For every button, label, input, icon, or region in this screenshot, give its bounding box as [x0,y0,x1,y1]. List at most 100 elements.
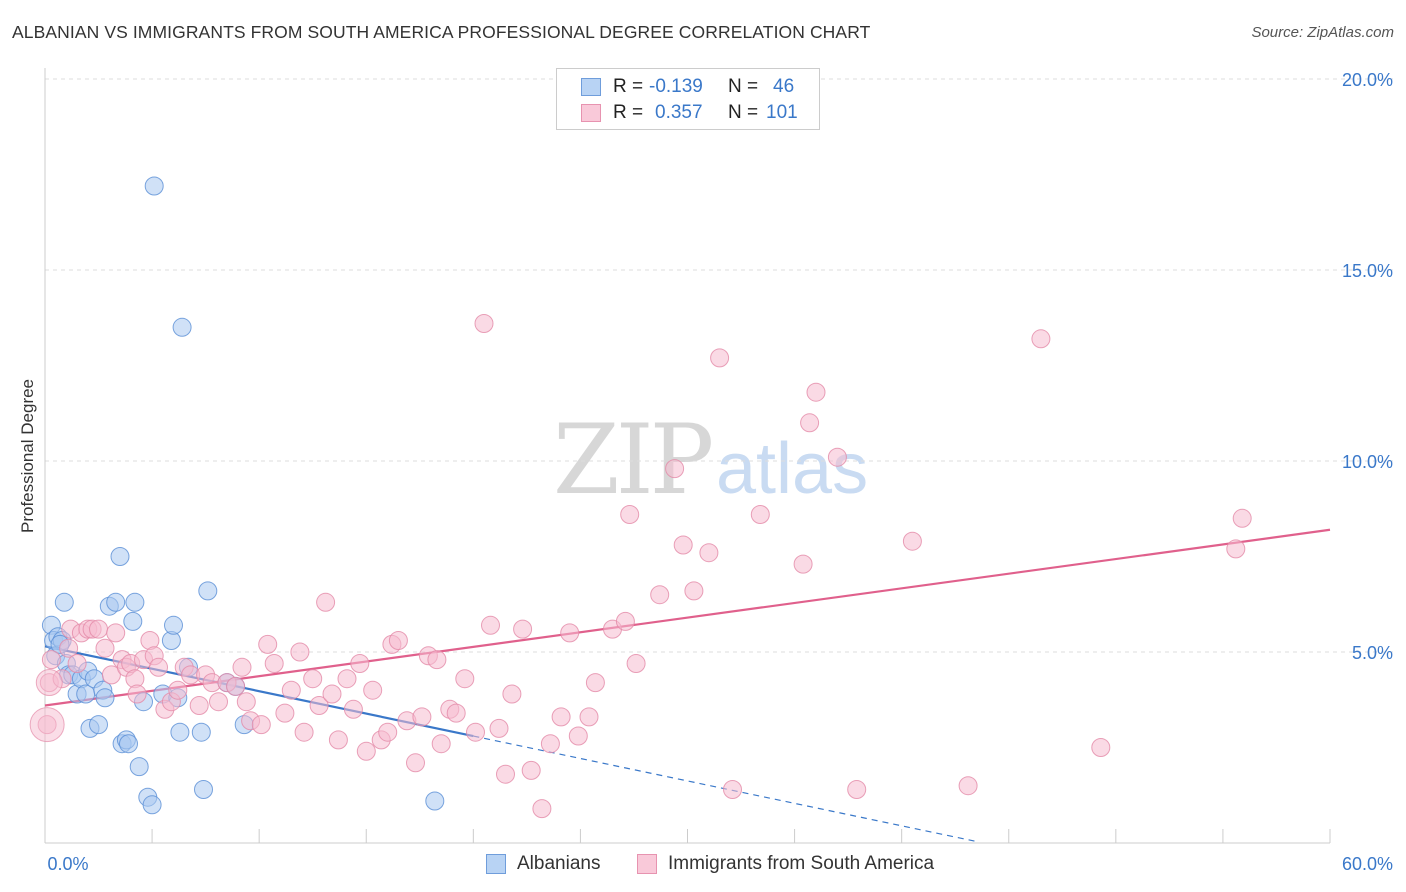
immigrant-point [568,726,588,746]
albanian-point [125,592,145,612]
immigrant-point [1232,508,1252,528]
albanian-point [170,722,190,742]
immigrant-point [101,665,121,685]
immigrant-point [902,531,922,551]
albanian-point [194,780,213,799]
immigrant-point [579,707,599,727]
y-tick-label: 15.0% [1342,261,1393,281]
immigrant-point [316,592,336,612]
n-label: N = [728,76,759,97]
immigrant-point [67,654,87,673]
albanian-point [123,611,143,631]
r-value: -0.139 [649,76,703,97]
source-label: Source: ZipAtlas.com [1251,24,1394,41]
immigrant-point [847,780,867,799]
immigrant-point [615,611,635,631]
watermark-zip: ZIP [553,404,714,516]
legend-label-albanians: Albanians [517,853,601,874]
immigrant-point [532,799,552,819]
immigrant-point [710,348,730,368]
albanian-point [119,734,138,754]
immigrant-point [489,718,509,738]
immigrant-point [290,642,310,662]
albanian-point [106,592,126,612]
immigrant-point [806,382,826,402]
immigrant-point-cluster [29,707,65,743]
legend-label-immigrants: Immigrants from South America [668,853,935,874]
immigrant-point [149,657,168,677]
albanian-point [95,688,115,708]
tick-labels: 5.0% 10.0% 15.0% 20.0% 0.0% 60.0% [47,70,1393,874]
albanian-point [191,722,211,742]
chart-title: ALBANIAN VS IMMIGRANTS FROM SOUTH AMERIC… [12,22,871,42]
immigrant-point [337,669,357,689]
immigrant-point [521,760,541,780]
immigrant-point [412,707,432,727]
r-label: R = [613,102,644,123]
immigrant-point [1091,738,1111,757]
r-value: 0.357 [655,102,703,123]
immigrant-point [496,764,515,784]
immigrant-point [958,776,978,796]
immigrant-point [793,554,813,574]
y-tick-label: 20.0% [1342,70,1393,90]
immigrant-point [446,703,466,723]
immigrant-point [560,623,580,643]
x-tick-label: 60.0% [1342,854,1393,874]
x-tick-label: 0.0% [47,854,88,874]
legend-swatch-albanians [581,78,601,96]
immigrant-point [350,654,370,673]
series-legend: Albanians Immigrants from South America [0,853,1406,877]
legend-swatch-immigrants [637,854,657,874]
albanian-point [110,547,130,566]
immigrant-point [650,585,670,605]
immigrant-point [309,696,329,715]
immigrant-point [684,581,704,601]
n-label: N = [728,102,759,123]
legend-swatch-immigrants [581,104,601,122]
immigrant-point-cluster [35,669,63,697]
immigrant-point [356,741,376,761]
immigrant-point [378,722,398,742]
albanian-point [198,581,218,601]
immigrant-point [723,780,742,799]
n-value: 46 [773,76,795,97]
albanian-point [142,795,162,815]
immigrant-point [281,680,301,700]
albanian-point [425,791,445,811]
immigrant-point [406,753,425,773]
immigrant-point [232,657,252,677]
immigrant-point [513,619,533,639]
data-points [29,176,1252,819]
immigrant-point [827,447,847,467]
immigrant-point [388,631,408,650]
immigrant-point [322,684,342,704]
immigrant-point [294,722,314,742]
immigrant-point [41,650,61,670]
y-tick-label: 5.0% [1352,643,1393,663]
immigrant-point [540,734,560,754]
immigrant-point [800,413,820,433]
immigrant-point [168,680,188,700]
albanian-point [89,715,108,735]
immigrant-point [427,650,447,670]
albanian-point [144,176,164,196]
immigrant-point [750,505,770,524]
y-tick-label: 10.0% [1342,452,1393,472]
immigrant-point [363,680,383,700]
immigrant-point [673,535,693,555]
legend-swatch-albanians [486,854,506,874]
correlation-legend: R = -0.139 N = 46 R = 0.357 N = 101 [556,68,820,130]
immigrant-point [89,619,108,639]
albanian-point [172,317,192,337]
immigrant-point [275,703,295,723]
immigrant-point [127,684,147,704]
immigrant-point [189,696,209,715]
immigrant-point [551,707,571,727]
immigrant-point [585,673,605,693]
immigrant-point [95,638,115,658]
immigrant-point [303,669,323,689]
immigrant-point [236,692,256,712]
immigrant-point [626,654,646,673]
